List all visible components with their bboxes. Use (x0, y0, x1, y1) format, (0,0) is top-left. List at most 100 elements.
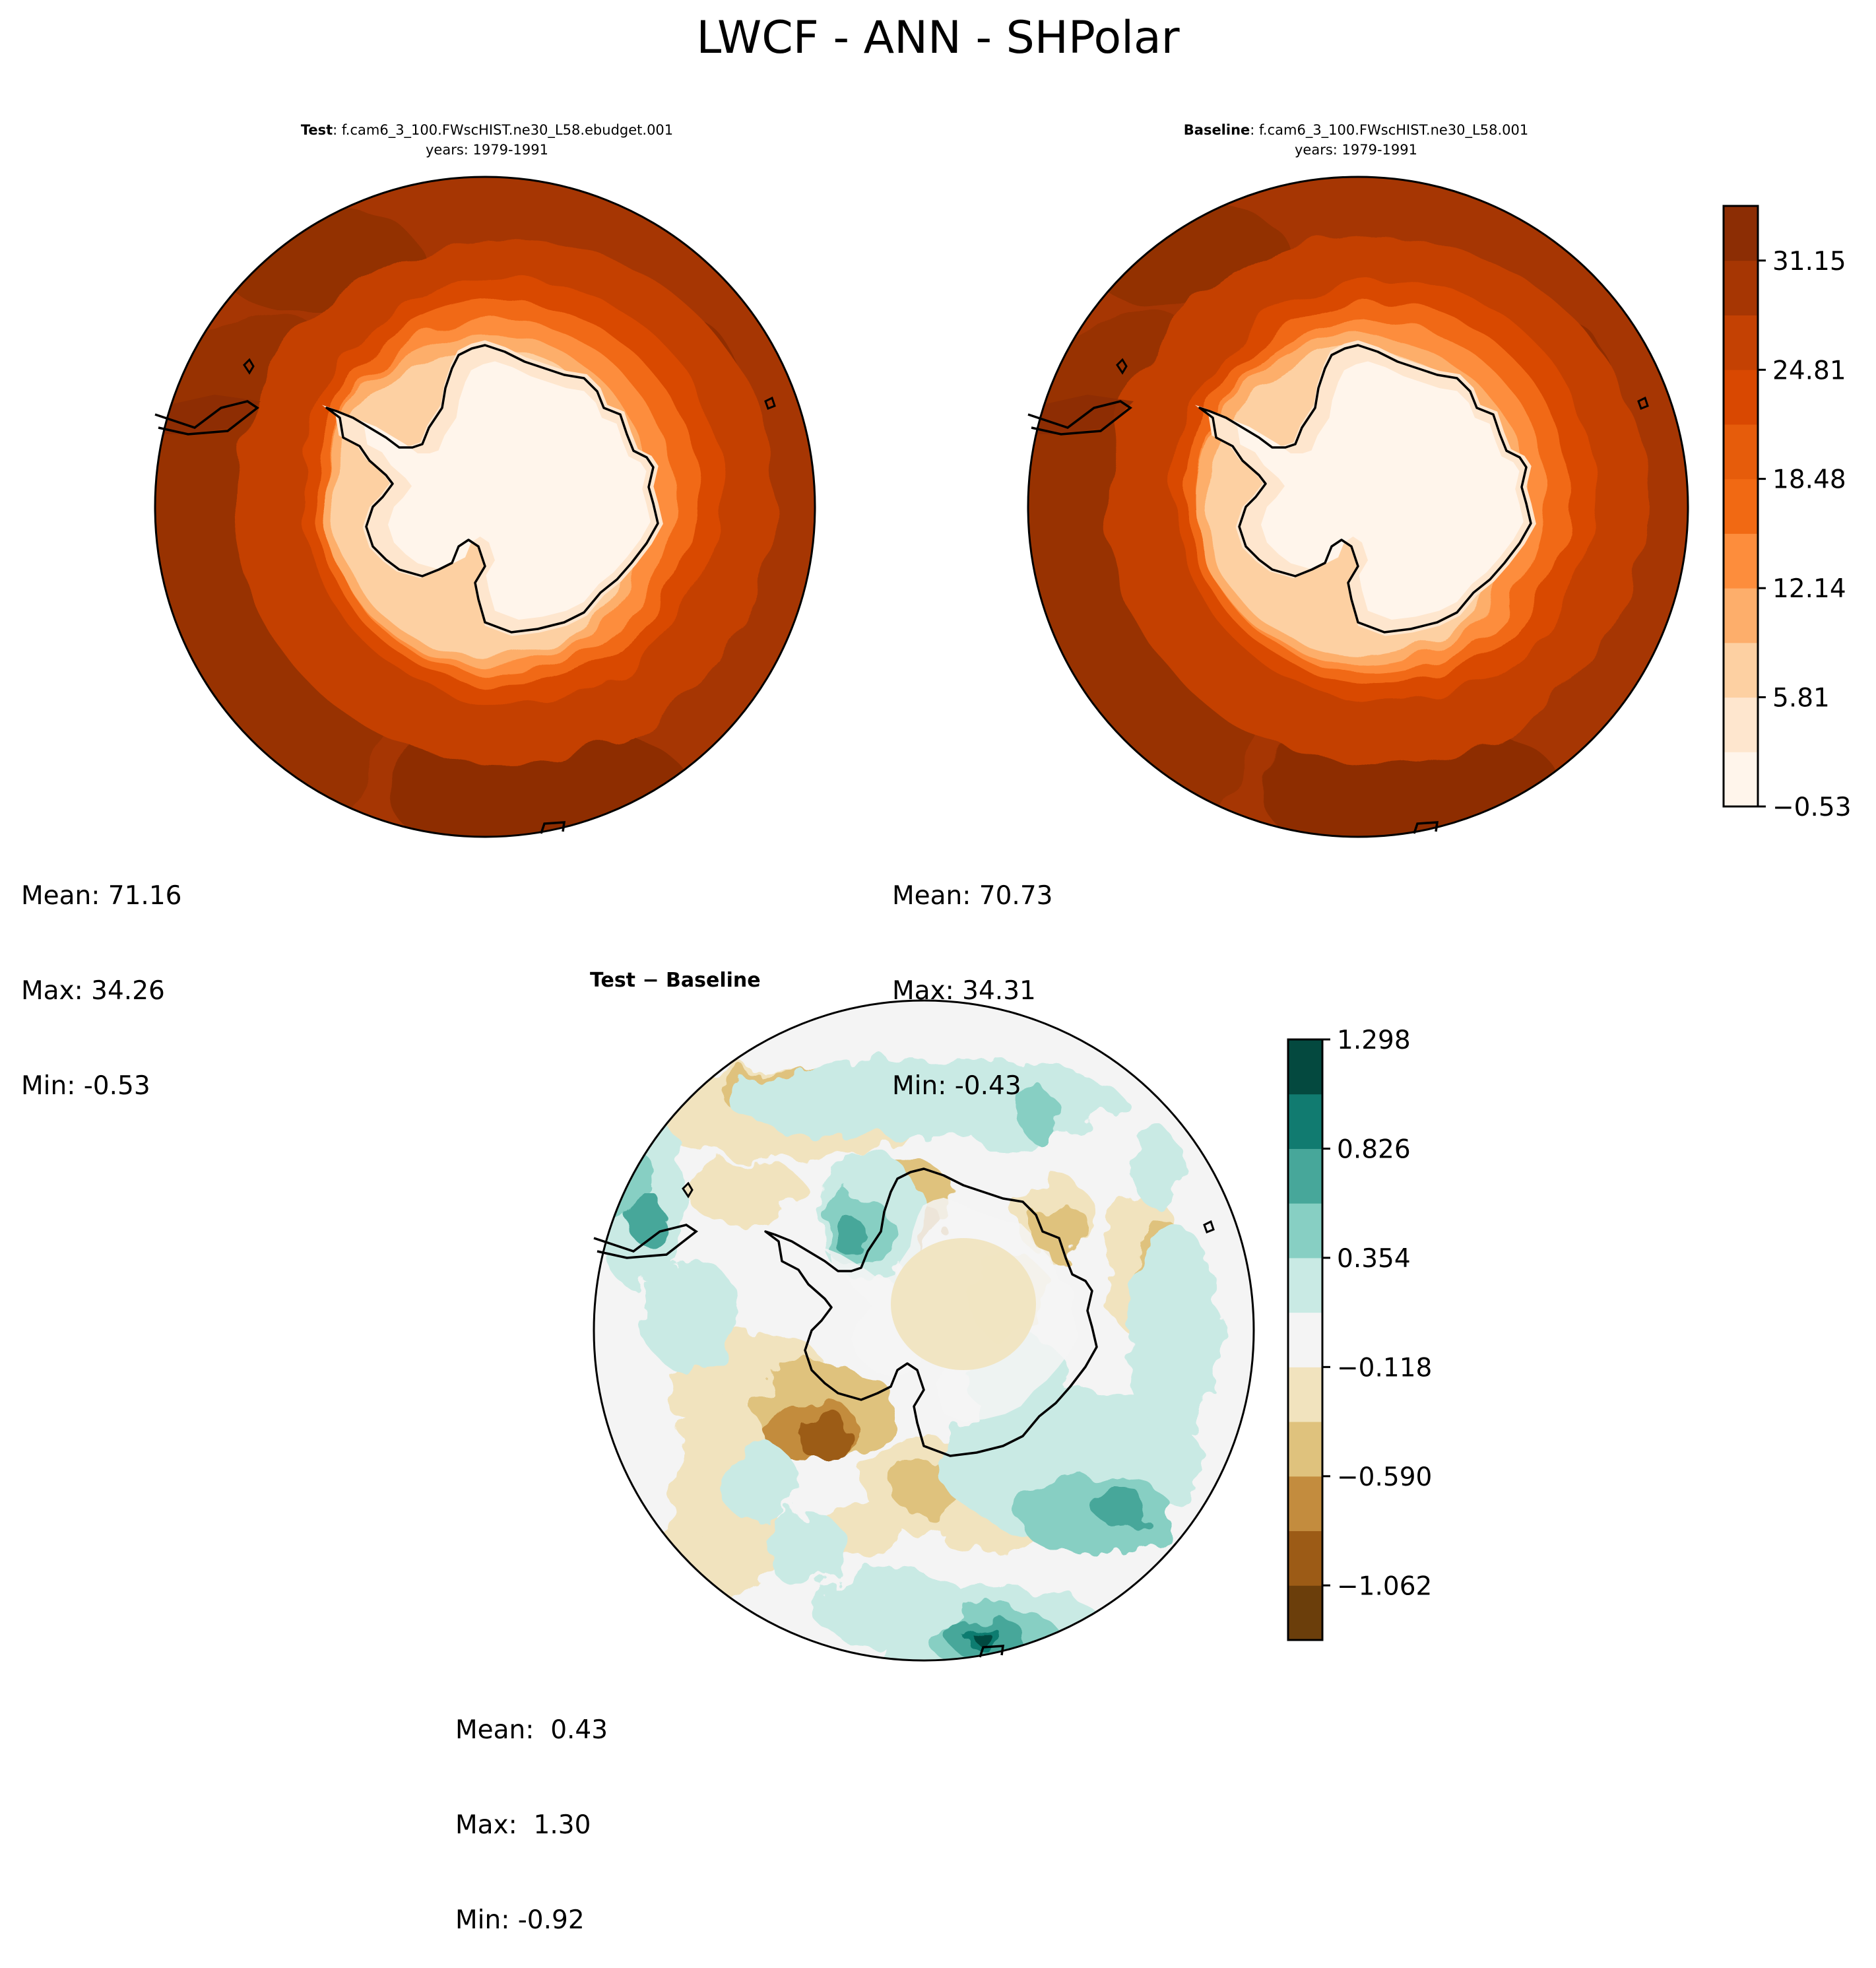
colorbar-segment (1288, 1257, 1322, 1313)
contour-band (647, 1258, 739, 1377)
test-map (154, 176, 816, 838)
baseline-max: Max: 34.31 (892, 976, 1036, 1006)
map-boundary (1027, 176, 1689, 838)
south-america-coastline (1027, 400, 1132, 436)
field-contours (1028, 177, 1688, 837)
colorbar-frame (1287, 1038, 1324, 1641)
field-contours (155, 177, 815, 837)
colorbar-segment (1724, 642, 1758, 698)
contour-band (798, 1410, 851, 1462)
south-america-coastline (154, 400, 259, 436)
baseline-map (1027, 176, 1689, 838)
contour-band (686, 1159, 805, 1225)
contour-band (1036, 1202, 1089, 1261)
colorbar-segment (1288, 1094, 1322, 1149)
colorbar-segment (1724, 752, 1758, 807)
colorbar-tick-label: −0.53 (1772, 793, 1852, 822)
colorbar-segment (1288, 1148, 1322, 1204)
island-coastline (764, 396, 776, 410)
island-coastline (1116, 358, 1128, 375)
colorbar-tick-label: −0.118 (1337, 1353, 1432, 1383)
island-coastline (1637, 396, 1649, 410)
colorbar-segment (1288, 1039, 1322, 1095)
contour-band (719, 1443, 798, 1522)
test-min: Min: -0.53 (21, 1071, 150, 1101)
contour-band (891, 1238, 1036, 1370)
contour-band (812, 1568, 970, 1647)
figure-title: LWCF - ANN - SHPolar (696, 12, 1180, 64)
colorbar-difference: −1.062 −0.590 −0.118 0.354 0.826 1.298 (1287, 1026, 1432, 1641)
baseline-panel-title: Baseline: f.cam6_3_100.FWscHIST.ne30_L58… (1026, 120, 1686, 160)
map-boundary (593, 999, 1255, 1662)
test-label: Test (300, 122, 333, 138)
colorbar-segment (1288, 1312, 1322, 1367)
diff-min: Min: -0.92 (455, 1905, 585, 1935)
colorbar-tick-label: −1.062 (1337, 1571, 1432, 1601)
contour-band (1128, 1126, 1181, 1205)
colorbar-segment (1724, 478, 1758, 534)
baseline-years: years: 1979-1991 (1294, 142, 1417, 158)
map-boundary (154, 176, 816, 838)
contour-band (1016, 1476, 1175, 1555)
contour-band (666, 1370, 719, 1423)
title-separator: : (333, 122, 342, 138)
contour-band (1016, 1086, 1056, 1139)
island-coastline (682, 1181, 694, 1198)
test-panel-title: Test: f.cam6_3_100.FWscHIST.ne30_L58.ebu… (157, 120, 817, 160)
contour-band (352, 361, 651, 620)
test-case-name: f.cam6_3_100.FWscHIST.ne30_L58.ebudget.0… (341, 122, 674, 138)
baseline-stats: Mean: 70.73 Max: 34.31 Min: -0.43 (892, 817, 1052, 1134)
baseline-case-name: f.cam6_3_100.FWscHIST.ne30_L58.001 (1259, 122, 1529, 138)
colorbar-segment (1724, 260, 1758, 315)
baseline-min: Min: -0.43 (892, 1071, 1021, 1101)
south-america-coastline (593, 1224, 698, 1259)
colorbar-tick-label: 0.354 (1337, 1244, 1411, 1274)
diff-stats: Mean: 0.43 Max: 1.30 Min: -0.92 (455, 1651, 608, 1968)
island-coastline (1203, 1220, 1215, 1233)
colorbar-tick-label: −0.590 (1337, 1462, 1432, 1492)
diff-max: Max: 1.30 (455, 1810, 591, 1840)
colorbar-segment (1288, 1367, 1322, 1422)
colorbar-segment (1288, 1422, 1322, 1477)
contour-band (765, 1509, 845, 1588)
test-stats: Mean: 71.16 Max: 34.26 Min: -0.53 (21, 817, 181, 1134)
diff-panel-title: Test − Baseline (590, 969, 761, 992)
contour-band (1128, 1225, 1221, 1436)
colorbar-segment (1724, 206, 1758, 261)
test-max: Max: 34.26 (21, 976, 165, 1006)
colorbar-tick-label: 24.81 (1772, 356, 1846, 385)
colorbar-tick-label: 0.826 (1337, 1134, 1411, 1164)
island-coastline (243, 358, 255, 375)
colorbar-tick-label: 1.298 (1337, 1026, 1411, 1055)
contour-band (647, 1535, 726, 1627)
contour-band (835, 1218, 868, 1258)
colorbar-segment (1288, 1585, 1322, 1641)
colorbar-segment (1288, 1476, 1322, 1532)
antarctica-coastline (325, 344, 659, 634)
colorbar-segment (1724, 315, 1758, 370)
contour-band (627, 1192, 666, 1245)
diff-mean: Mean: 0.43 (455, 1715, 608, 1745)
contour-band (1095, 1489, 1148, 1528)
colorbar-segment (1724, 588, 1758, 643)
colorbar-frame (1722, 205, 1759, 808)
colorbar-segment (1724, 424, 1758, 480)
test-years: years: 1979-1991 (425, 142, 548, 158)
colorbar-lwcf: −0.53 5.81 12.14 18.48 24.81 31.15 (1722, 205, 1852, 822)
map-canvas: −0.53 5.81 12.14 18.48 24.81 31.15 −1.062 −0.5… (154, 176, 1852, 1662)
antarctica-coastline (764, 1167, 1098, 1457)
colorbar-segment (1288, 1203, 1322, 1259)
colorbar-segment (1724, 370, 1758, 425)
colorbar-tick-label: 18.48 (1772, 465, 1846, 495)
antarctica-coastline (1198, 344, 1532, 634)
colorbar-segment (1724, 533, 1758, 589)
colorbar-segment (1724, 697, 1758, 752)
contour-band (975, 1634, 994, 1645)
test-mean: Mean: 71.16 (21, 881, 182, 911)
baseline-mean: Mean: 70.73 (892, 881, 1053, 911)
colorbar-tick-label: 5.81 (1772, 683, 1830, 713)
colorbar-segment (1288, 1530, 1322, 1586)
title-separator: : (1250, 122, 1260, 138)
colorbar-tick-label: 31.15 (1772, 247, 1846, 277)
contour-band (1225, 361, 1524, 620)
